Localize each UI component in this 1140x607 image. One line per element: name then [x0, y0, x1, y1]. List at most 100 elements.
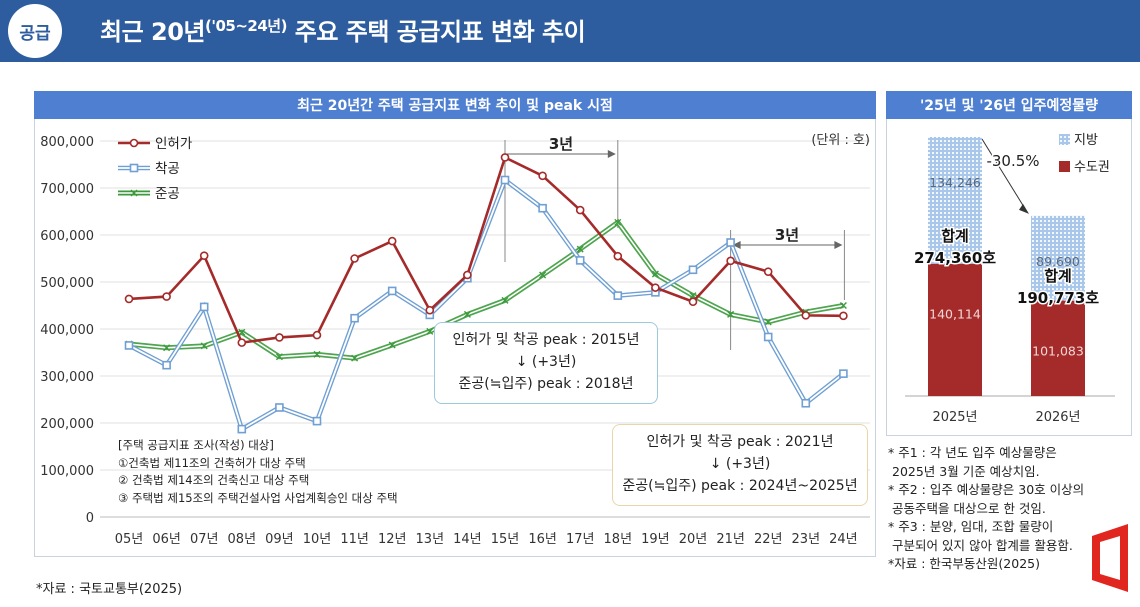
data-point — [162, 292, 171, 301]
marker-stroke — [313, 350, 321, 358]
change-arrow-head — [1019, 203, 1029, 214]
title-rest: 주요 주택 공급지표 변화 추이 — [286, 18, 586, 46]
source-note: *자료 : 국토교통부(2025) — [36, 582, 183, 597]
bar-value-label: 101,083 — [1032, 344, 1084, 359]
data-point — [313, 350, 321, 358]
data-point — [388, 341, 396, 349]
y-tick-label: 300,000 — [40, 370, 94, 385]
y-tick-label: 0 — [86, 511, 94, 526]
data-point — [275, 403, 284, 412]
x-tick-label: 20년 — [679, 532, 708, 547]
marker-stroke — [275, 353, 283, 361]
x-tick-label: 05년 — [115, 532, 144, 547]
marker-stroke — [426, 327, 434, 335]
data-point — [162, 360, 171, 370]
callout-1-line1: 인허가 및 착공 peak : 2015년 — [452, 332, 640, 348]
bar-legend-item: 지방 — [1059, 133, 1098, 148]
footnotes: * 주1 : 각 년도 입주 예상물량은 2025년 3월 기준 예상치임. *… — [888, 444, 1133, 574]
data-point — [763, 332, 773, 342]
data-point — [651, 270, 659, 278]
x-tick-label: 22년 — [754, 532, 783, 547]
legend-marker — [130, 189, 138, 197]
bar-segment-수도권 — [928, 263, 982, 396]
x-tick-label: 23년 — [792, 532, 821, 547]
data-point — [801, 311, 811, 320]
peak-guide-lines — [504, 140, 845, 350]
data-point — [764, 318, 772, 326]
marker-stroke — [200, 342, 208, 350]
y-tick-label: 600,000 — [40, 229, 94, 244]
peak-callout-2021: 인허가 및 착공 peak : 2021년 ↓ (+3년) 준공(≒입주) pe… — [612, 424, 868, 506]
data-point — [312, 330, 322, 340]
change-connector — [981, 138, 1028, 213]
publisher-logo-icon — [1092, 524, 1128, 592]
unit-label: (단위 : 호) — [811, 133, 870, 148]
x-tick-label: 17년 — [566, 532, 595, 547]
survey-note: [주택 공급지표 조사(작성) 대상] ①건축법 제11조의 건축허가 대상 주… — [118, 437, 398, 507]
marker-stroke — [539, 271, 547, 279]
data-point — [839, 369, 848, 378]
x-tick-label: 16년 — [528, 532, 557, 547]
bar-segment-지방 — [1031, 215, 1085, 301]
bar-segment-수도권 — [1031, 300, 1085, 396]
data-point — [350, 313, 359, 323]
note-line: * 주3 : 분양, 임대, 조합 물량이 — [888, 519, 1054, 534]
data-point — [199, 251, 209, 260]
x-axis-ticks: 05년 06년 07년 08년 09년 10년 11년 12년 13년 14년 15년 16년 17년 1… — [115, 532, 858, 547]
marker-stroke — [238, 328, 246, 336]
change-label: -30.5% — [986, 152, 1039, 170]
series-착공 — [124, 175, 848, 434]
callout-2-line2: ↓ (+3년) — [709, 456, 771, 472]
marker-stroke — [501, 296, 509, 304]
legend-label: 준공 — [155, 186, 180, 202]
x-tick-label: 19년 — [641, 532, 670, 547]
x-tick-label: 07년 — [190, 532, 219, 547]
data-point — [576, 245, 584, 253]
total-2026-label: 합계 — [1044, 267, 1072, 285]
data-point — [199, 302, 209, 312]
bar-x-axis-ticks: 2025년 2026년 — [932, 410, 1080, 425]
y-tick-label: 800,000 — [40, 135, 94, 150]
survey-line3: ② 건축법 제14조의 건축신고 대상 주택 — [118, 473, 310, 487]
data-point — [237, 424, 247, 434]
bar-x-tick-label: 2026년 — [1035, 410, 1080, 425]
bar-legend-item: 수도권 — [1059, 160, 1110, 175]
data-point — [275, 353, 283, 361]
bar-segment-지방 — [928, 137, 982, 264]
y-tick-label: 100,000 — [40, 464, 94, 479]
y-tick-label: 700,000 — [40, 182, 94, 197]
marker-stroke — [351, 354, 359, 362]
callout-1-line2: ↓ (+3년) — [515, 354, 577, 370]
note-line: * 주2 : 입주 예상물량은 30호 이상의 — [888, 482, 1085, 497]
data-point — [539, 271, 547, 279]
marker-stroke — [614, 218, 622, 226]
callout-2-line1: 인허가 및 착공 peak : 2021년 — [646, 434, 834, 450]
data-point — [688, 297, 698, 307]
note-line: *자료 : 한국부동산원(2025) — [888, 556, 1040, 571]
marker-stroke — [130, 189, 138, 197]
bar-value-label: 89,690 — [1036, 254, 1080, 269]
y-tick-label: 500,000 — [40, 276, 94, 291]
survey-line1: [주택 공급지표 조사(작성) 대상] — [118, 438, 274, 452]
total-2026-value: 190,773호 — [1017, 289, 1099, 307]
legend-marker — [129, 138, 139, 148]
x-tick-label: 24년 — [829, 532, 858, 547]
series-lines — [124, 153, 848, 434]
arrow-head — [834, 241, 843, 249]
survey-line2: ①건축법 제11조의 건축허가 대상 주택 — [118, 455, 306, 470]
data-point — [124, 294, 134, 304]
note-line: 구분되어 있지 않아 합계를 활용함. — [892, 537, 1073, 553]
data-point — [238, 328, 246, 336]
data-point — [350, 254, 359, 263]
total-2025-value: 274,360호 — [914, 249, 996, 267]
data-point — [426, 327, 434, 335]
x-tick-label: 21년 — [716, 532, 745, 547]
arrow-head — [732, 241, 741, 249]
x-tick-label: 06년 — [152, 532, 181, 547]
bar-legend-swatch — [1059, 161, 1070, 172]
data-point — [801, 398, 811, 408]
left-panel-title: 최근 20년간 주택 공급지표 변화 추이 및 peak 시점 — [34, 91, 876, 119]
series-준공 — [125, 218, 847, 362]
